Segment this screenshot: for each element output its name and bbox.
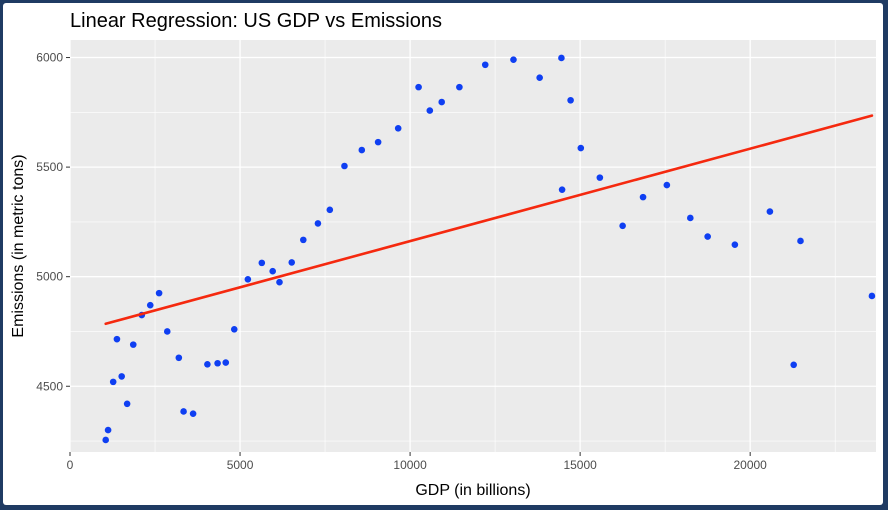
data-point xyxy=(790,361,797,369)
data-point xyxy=(639,193,647,201)
regression-line xyxy=(104,114,874,326)
data-point xyxy=(204,361,211,368)
x-tick-label: 10000 xyxy=(393,458,427,472)
data-point xyxy=(214,359,221,367)
data-point xyxy=(109,378,117,386)
data-point xyxy=(288,259,296,266)
data-point xyxy=(663,181,671,189)
data-point xyxy=(536,74,543,81)
data-point xyxy=(146,301,154,309)
plot-panel xyxy=(70,40,876,452)
data-point xyxy=(230,325,238,333)
data-point xyxy=(129,341,137,348)
x-tick-label: 15000 xyxy=(563,458,597,472)
x-tick-label: 0 xyxy=(67,458,74,472)
data-point xyxy=(163,328,171,335)
major-gridlines xyxy=(69,40,876,452)
data-point xyxy=(155,289,163,297)
data-point xyxy=(766,208,774,215)
y-axis-label: Emissions (in metric tons) xyxy=(10,154,27,337)
data-point xyxy=(113,335,121,343)
data-point xyxy=(180,408,187,415)
data-point xyxy=(558,186,566,193)
data-point xyxy=(276,278,283,286)
minor-gridlines xyxy=(70,40,876,452)
x-tick-label: 5000 xyxy=(227,458,254,472)
data-point xyxy=(326,206,334,214)
data-point xyxy=(258,259,266,267)
data-point xyxy=(189,410,197,417)
data-point xyxy=(704,233,711,240)
data-point xyxy=(868,292,876,300)
data-point xyxy=(731,241,739,248)
x-axis-label: GDP (in billions) xyxy=(415,482,530,499)
data-point xyxy=(510,56,517,64)
data-point xyxy=(426,107,434,114)
chart-title: Linear Regression: US GDP vs Emissions xyxy=(70,10,442,32)
data-point xyxy=(438,98,446,106)
data-point xyxy=(374,138,382,146)
data-point xyxy=(687,214,694,222)
scatter-chart: Linear Regression: US GDP vs Emissions 0… xyxy=(10,10,876,499)
data-point xyxy=(358,146,366,154)
data-point xyxy=(567,96,574,104)
data-point xyxy=(299,236,307,244)
y-tick-label: 6000 xyxy=(36,51,63,65)
data-point xyxy=(558,54,565,62)
data-point xyxy=(481,61,489,69)
data-point xyxy=(619,222,626,230)
data-point xyxy=(456,83,463,91)
chart-frame: Linear Regression: US GDP vs Emissions 0… xyxy=(3,3,883,505)
x-axis-ticks: 0 5000 10000 15000 20000 xyxy=(67,452,767,472)
data-point xyxy=(415,83,422,91)
data-point xyxy=(577,144,585,152)
y-tick-label: 4500 xyxy=(36,379,63,393)
y-tick-label: 5000 xyxy=(36,270,63,284)
data-point xyxy=(394,125,402,132)
data-point xyxy=(123,400,131,408)
data-point xyxy=(314,220,322,227)
data-point xyxy=(797,237,804,245)
y-axis-ticks: 4500 5000 5500 6000 xyxy=(36,51,70,393)
data-point xyxy=(104,426,112,434)
y-tick-label: 5500 xyxy=(36,160,63,174)
data-point xyxy=(222,359,230,366)
data-point xyxy=(118,373,125,380)
data-point xyxy=(596,174,604,181)
data-point xyxy=(269,267,276,275)
data-point xyxy=(175,354,183,362)
x-tick-label: 20000 xyxy=(733,458,767,472)
data-point xyxy=(102,436,110,444)
data-point xyxy=(341,162,348,170)
data-point xyxy=(244,276,252,283)
